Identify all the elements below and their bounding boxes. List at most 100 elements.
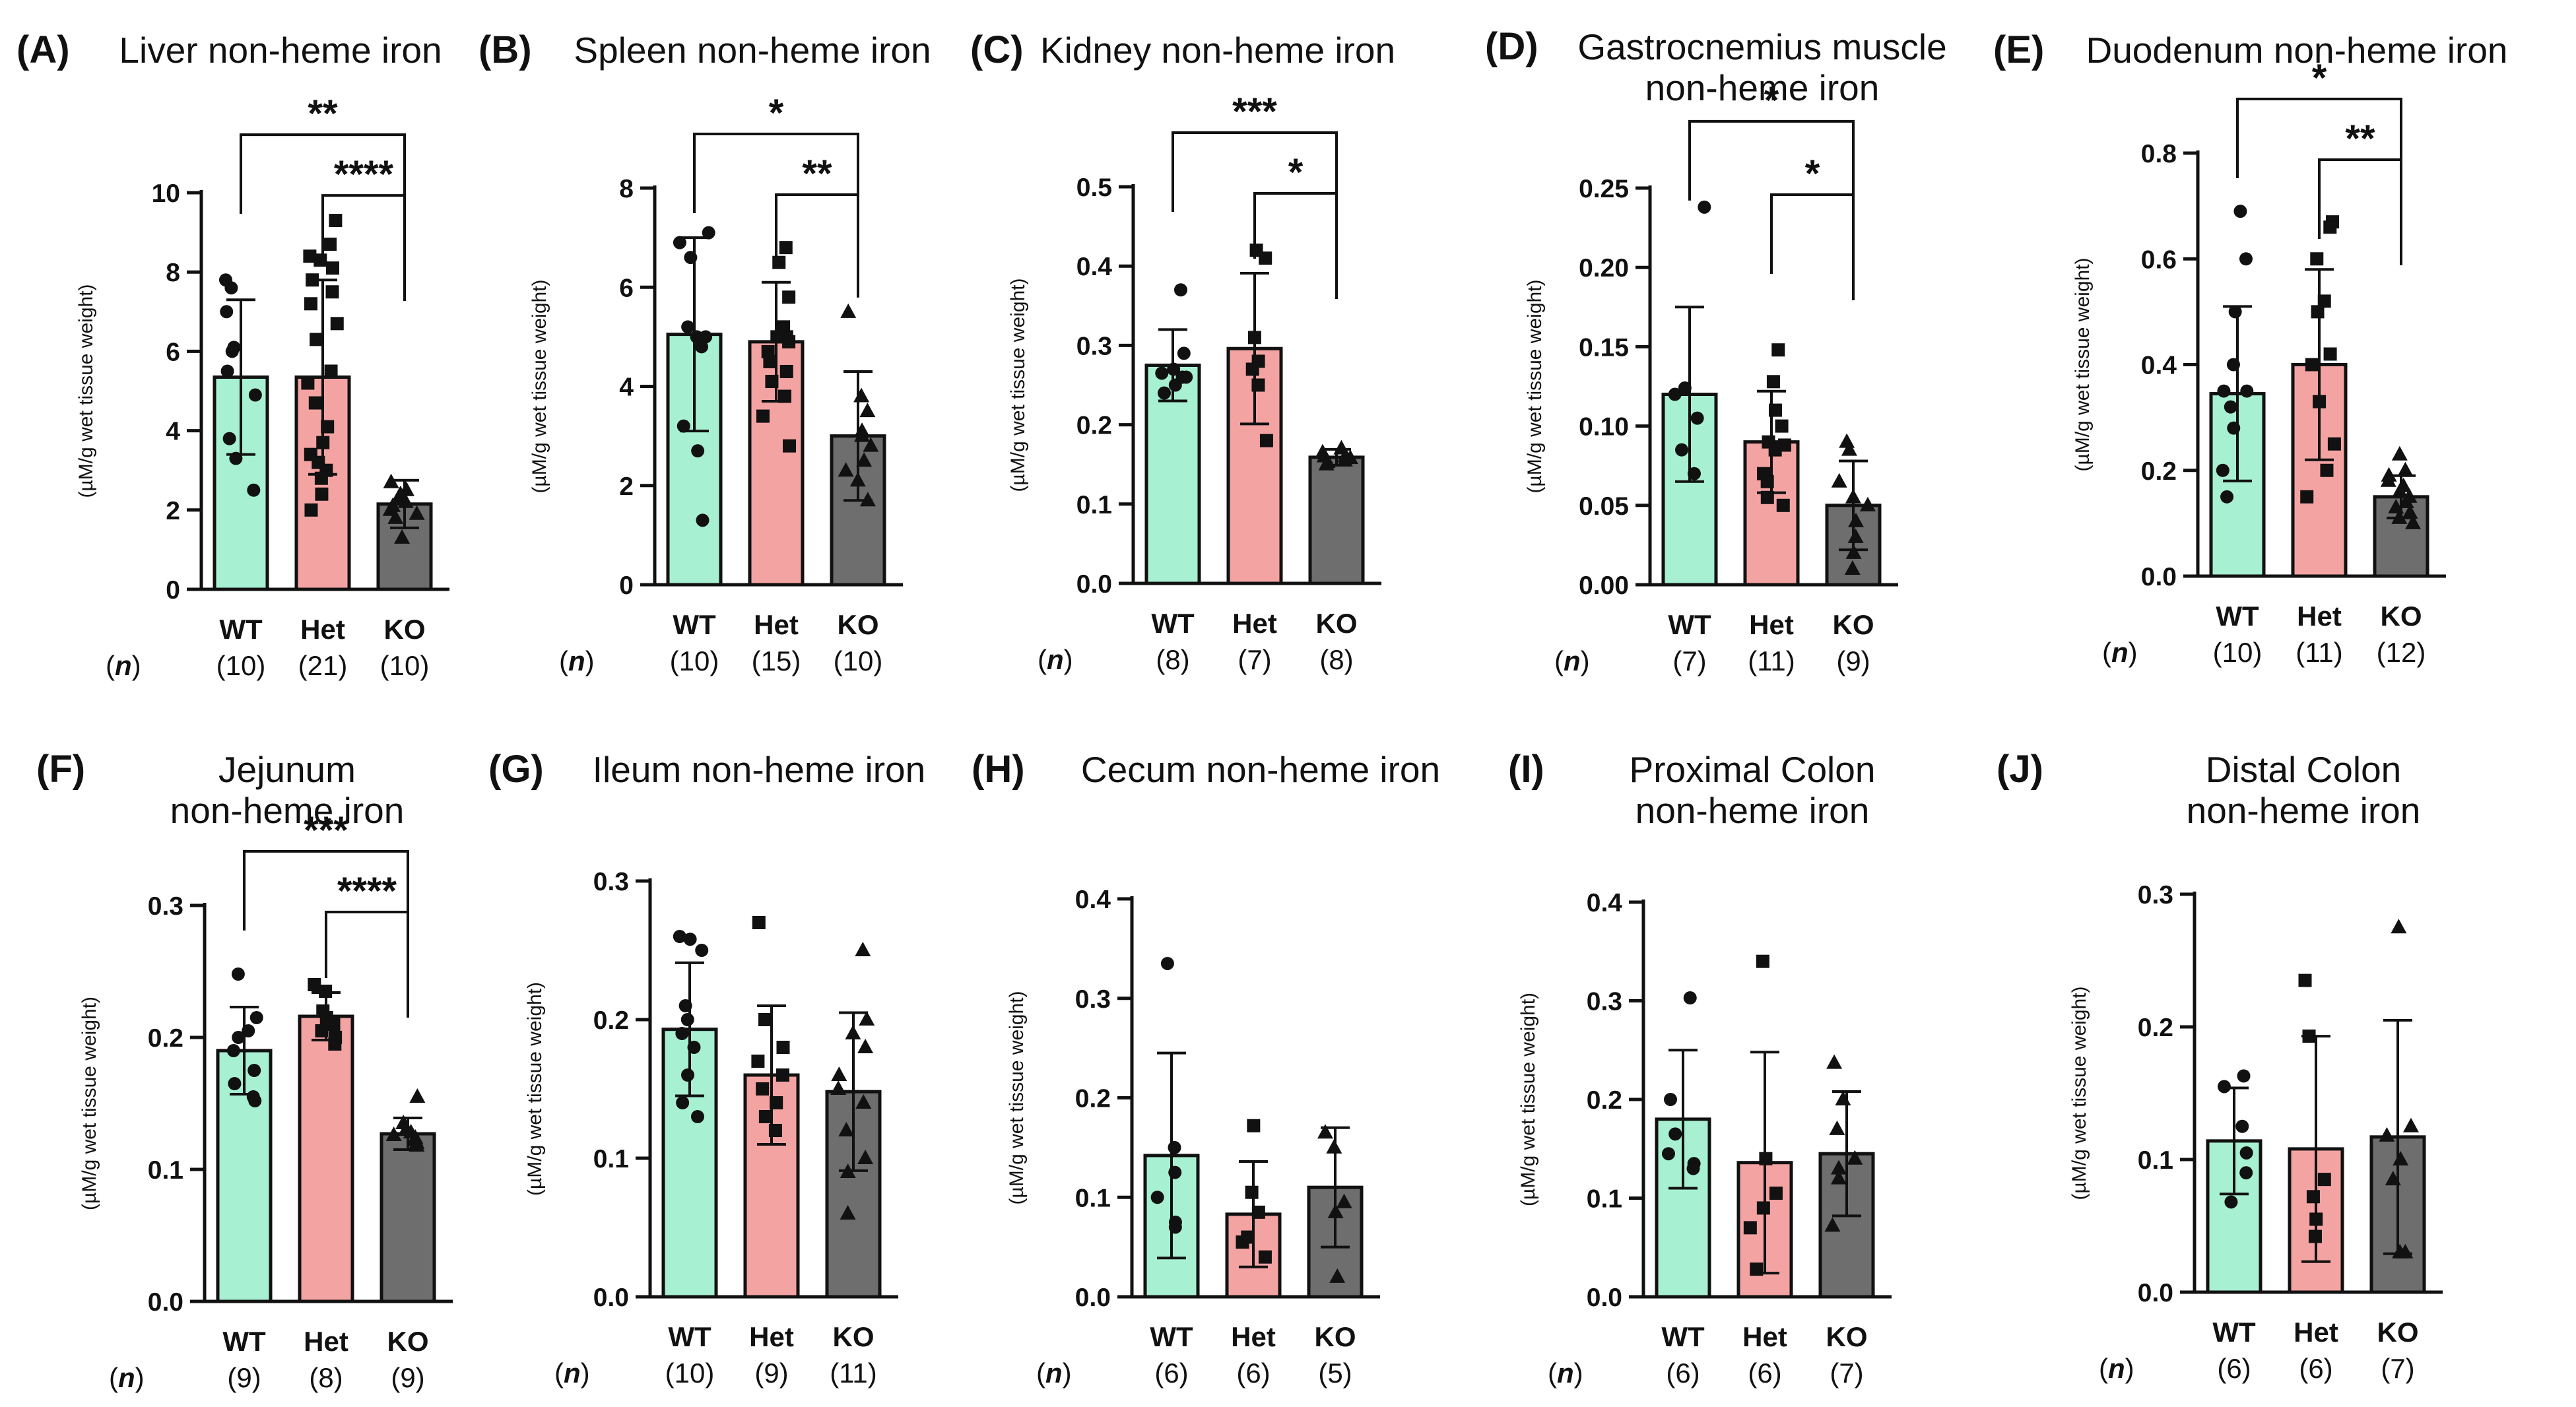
x-tick-label: KO [387, 1326, 429, 1357]
chart-title: Gastrocnemius muscle [1577, 26, 1946, 67]
data-point-ko [838, 1122, 855, 1136]
significance-stars: * [1288, 151, 1304, 194]
panel-label: (J) [1997, 748, 2043, 791]
data-point-ko [1337, 451, 1353, 467]
data-point-het [1760, 474, 1774, 488]
y-tick-label: 6 [166, 338, 180, 366]
data-point-ko [385, 1127, 402, 1141]
data-point-wt [1179, 370, 1193, 384]
data-point-wt [224, 281, 238, 295]
data-point-wt [2216, 463, 2229, 477]
chart-title: Cecum non-heme iron [1081, 749, 1440, 790]
y-tick-label: 0.5 [1076, 174, 1112, 202]
data-point-ko [1859, 496, 1876, 511]
data-point-ko [1327, 1203, 1344, 1218]
chart-title: Proximal Colon [1630, 749, 1876, 790]
significance-bracket [1172, 131, 1338, 238]
data-point-ko [830, 1080, 847, 1095]
data-point-ko [2392, 1243, 2408, 1259]
bar-ko [1308, 455, 1365, 585]
y-tick-label: 0.0 [2141, 563, 2177, 591]
n-label: (n) [554, 1358, 590, 1389]
data-point-wt [1690, 411, 1704, 425]
n-value: (6) [1236, 1358, 1270, 1389]
data-point-ko [2393, 1151, 2409, 1165]
data-point-het [301, 376, 315, 390]
y-tick-label: 0.20 [1579, 254, 1629, 282]
n-value: (10) [665, 1358, 715, 1389]
data-point-het [772, 255, 786, 269]
data-point-het [327, 1018, 341, 1031]
significance-stars: * [1805, 152, 1820, 195]
data-point-ko [1841, 441, 1857, 456]
n-value: (11) [2295, 637, 2343, 668]
data-point-het [777, 389, 791, 403]
data-point-wt [2224, 1195, 2238, 1209]
significance-stars: ** [2345, 117, 2375, 160]
y-tick-label: 0.3 [148, 892, 183, 921]
data-point-ko [1844, 560, 1861, 575]
n-value: (8) [309, 1362, 343, 1393]
x-tick-label: WT [1150, 1321, 1193, 1352]
data-point-ko [849, 472, 866, 487]
n-value: (6) [1666, 1358, 1700, 1389]
data-point-wt [675, 1027, 689, 1040]
y-axis-label: (µM/g wet tissue weight) [75, 284, 97, 498]
data-point-het [1258, 1250, 1272, 1264]
y-tick-label: 0.0 [2138, 1279, 2173, 1307]
n-value: (12) [2377, 637, 2426, 668]
n-value: (7) [1830, 1358, 1863, 1389]
data-point-ko [2402, 1117, 2419, 1132]
data-point-wt [231, 967, 245, 981]
data-point-ko [409, 1088, 426, 1103]
data-point-ko [831, 1066, 847, 1081]
data-point-het [303, 249, 317, 263]
y-tick-label: 0.1 [1587, 1185, 1622, 1214]
x-tick-label: WT [673, 609, 716, 640]
data-point-het [779, 364, 793, 378]
data-point-het [316, 436, 330, 449]
n-value: (9) [754, 1358, 788, 1389]
n-value: (7) [1238, 644, 1271, 675]
data-point-ko [840, 303, 857, 318]
n-value: (11) [1748, 645, 1795, 676]
n-value: (10) [380, 650, 430, 681]
x-tick-label: KO [1315, 1321, 1356, 1352]
chart-title: Liver non-heme iron [119, 30, 442, 71]
data-point-wt [2239, 1146, 2253, 1160]
significance-stars: **** [337, 870, 397, 913]
data-point-het [1760, 490, 1774, 504]
y-tick-label: 0.3 [593, 868, 629, 896]
data-point-wt [673, 930, 686, 943]
data-point-wt [691, 444, 705, 458]
x-tick-label: KO [384, 614, 426, 645]
data-point-het [776, 1041, 790, 1054]
n-value: (10) [834, 645, 883, 676]
data-point-ko [854, 427, 871, 442]
x-tick-label: Het [1749, 609, 1794, 640]
data-point-wt [248, 1094, 262, 1107]
y-tick-label: 0.0 [1076, 570, 1112, 599]
n-value: (8) [1319, 644, 1353, 675]
data-point-ko [1326, 1138, 1342, 1154]
data-point-ko [1824, 1217, 1841, 1232]
data-point-het [321, 420, 335, 434]
chart-title: Spleen non-heme iron [574, 30, 931, 71]
y-axis-label: (µM/g wet tissue weight) [1007, 278, 1029, 492]
data-point-het [308, 978, 321, 991]
x-tick-label: WT [2212, 1317, 2256, 1348]
chart-title: Ileum non-heme iron [593, 749, 925, 790]
significance-bracket [325, 911, 409, 1018]
chart-title: non-heme iron [1635, 790, 1870, 831]
data-point-het [758, 1110, 772, 1123]
x-tick-label: Het [304, 1326, 348, 1357]
data-point-wt [2240, 384, 2254, 398]
n-value: (7) [2381, 1353, 2414, 1384]
panel-a: (A) Liver non-heme iron (µM/g wet tissue w… [17, 28, 449, 681]
y-tick-label: 0.1 [2138, 1146, 2173, 1175]
x-tick-label: WT [1668, 609, 1711, 640]
significance-bracket [2318, 158, 2402, 265]
x-tick-label: KO [1316, 608, 1358, 639]
